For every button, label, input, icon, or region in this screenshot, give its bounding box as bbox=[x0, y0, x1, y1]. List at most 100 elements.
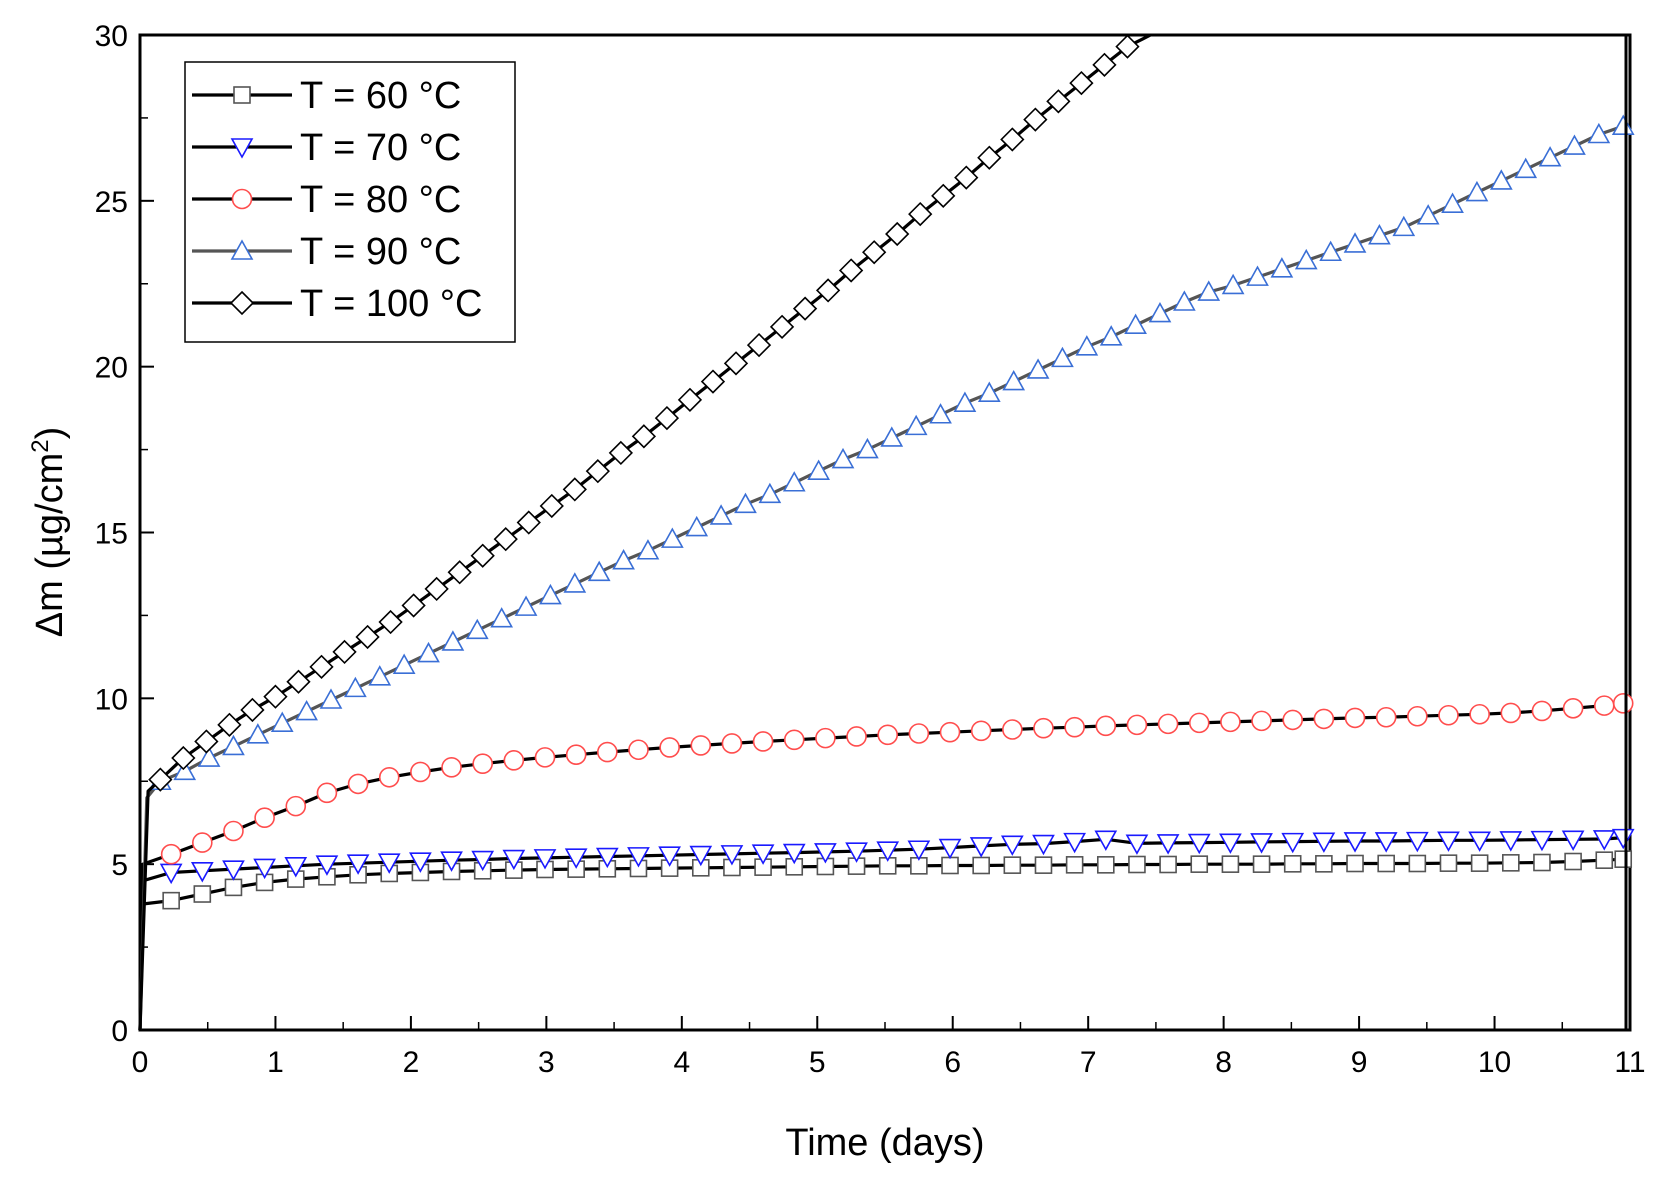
data-point bbox=[1250, 833, 1273, 854]
data-point bbox=[193, 885, 212, 903]
legend-label: T = 60 °C bbox=[300, 75, 461, 117]
data-point bbox=[845, 842, 868, 863]
data-point bbox=[595, 847, 619, 869]
data-point bbox=[470, 543, 495, 568]
data-point bbox=[1465, 180, 1489, 202]
legend-item: T = 90 °C bbox=[192, 231, 461, 273]
data-point bbox=[1595, 851, 1614, 869]
data-point bbox=[941, 856, 959, 875]
data-point bbox=[1438, 704, 1459, 726]
data-point bbox=[1468, 831, 1492, 852]
data-point bbox=[378, 609, 403, 635]
data-point bbox=[1587, 122, 1611, 144]
y-tick-label: 10 bbox=[95, 683, 128, 716]
data-point bbox=[709, 504, 733, 525]
data-point bbox=[472, 753, 494, 774]
data-point bbox=[1002, 719, 1023, 740]
data-point bbox=[597, 741, 618, 763]
data-point bbox=[877, 724, 899, 746]
data-point bbox=[246, 723, 270, 744]
data-point bbox=[1614, 850, 1633, 868]
data-point bbox=[807, 459, 830, 480]
x-tick-label: 1 bbox=[267, 1046, 284, 1079]
data-point bbox=[1000, 127, 1025, 152]
data-point bbox=[564, 848, 588, 869]
plot-area: 0 1 2 3 4 5 6 7 8 9 10 11 0 5 10 15 20 25 30 bbox=[95, 20, 1646, 1079]
data-point bbox=[1219, 833, 1242, 854]
data-point bbox=[1197, 280, 1221, 301]
y-tick-label: 30 bbox=[95, 20, 128, 53]
data-point bbox=[1499, 831, 1523, 852]
data-point bbox=[758, 482, 782, 504]
data-point bbox=[1094, 830, 1118, 851]
axis-ticks bbox=[139, 34, 1631, 1031]
data-point bbox=[1312, 832, 1336, 853]
data-point bbox=[1282, 709, 1304, 731]
data-point bbox=[815, 727, 836, 749]
series-2 bbox=[138, 828, 1635, 1031]
data-point bbox=[309, 654, 334, 679]
data-point bbox=[493, 527, 518, 552]
data-point bbox=[723, 351, 749, 376]
data-point bbox=[677, 387, 703, 412]
data-point bbox=[270, 711, 294, 733]
data-point bbox=[315, 855, 339, 876]
data-point bbox=[1344, 707, 1366, 729]
data-point bbox=[1470, 854, 1489, 872]
data-point bbox=[1441, 192, 1464, 213]
data-point bbox=[929, 403, 952, 424]
data-point bbox=[368, 665, 392, 686]
data-point bbox=[700, 369, 726, 394]
x-tick-label: 0 bbox=[132, 1046, 149, 1079]
data-point bbox=[355, 624, 380, 650]
y-axis-title-sup: 2 bbox=[27, 439, 54, 452]
x-tick-label: 6 bbox=[944, 1046, 961, 1079]
data-point bbox=[1346, 854, 1364, 873]
data-point bbox=[734, 492, 757, 514]
data-point bbox=[1374, 832, 1398, 853]
data-point bbox=[1563, 134, 1586, 155]
data-point bbox=[585, 459, 610, 484]
data-point bbox=[1124, 313, 1147, 335]
data-point bbox=[658, 846, 681, 867]
data-point bbox=[1375, 706, 1397, 728]
data-point bbox=[660, 527, 684, 548]
data-point bbox=[295, 699, 318, 721]
x-tick-label: 2 bbox=[403, 1046, 420, 1079]
data-point bbox=[846, 726, 867, 747]
data-point bbox=[286, 669, 311, 694]
data-point bbox=[1533, 853, 1551, 872]
data-point bbox=[346, 854, 370, 875]
data-point bbox=[192, 832, 213, 853]
data-point bbox=[1469, 703, 1490, 725]
legend-label: T = 70 °C bbox=[300, 127, 461, 169]
data-point bbox=[562, 477, 587, 502]
data-point bbox=[471, 850, 495, 872]
data-point bbox=[1126, 714, 1148, 736]
data-point bbox=[347, 773, 369, 795]
series-5 bbox=[138, 33, 1152, 1031]
legend-marker bbox=[231, 188, 253, 210]
data-point bbox=[1502, 854, 1520, 872]
data-point bbox=[285, 795, 307, 817]
data-point bbox=[1313, 708, 1335, 730]
data-point bbox=[1190, 855, 1209, 873]
data-point bbox=[1437, 831, 1460, 852]
x-tick-label: 3 bbox=[538, 1046, 555, 1079]
data-point bbox=[1270, 257, 1294, 278]
x-tick-label: 8 bbox=[1215, 1046, 1232, 1079]
data-point bbox=[162, 891, 180, 910]
data-point bbox=[880, 426, 904, 447]
data-point bbox=[1159, 855, 1177, 874]
data-point bbox=[769, 314, 795, 339]
data-point bbox=[1187, 833, 1211, 855]
data-point bbox=[1281, 832, 1305, 854]
data-point bbox=[783, 729, 805, 751]
data-point bbox=[223, 820, 244, 842]
data-point bbox=[831, 447, 855, 469]
data-point bbox=[502, 849, 526, 871]
data-point bbox=[440, 851, 463, 872]
data-point bbox=[752, 731, 774, 752]
data-point bbox=[222, 734, 245, 756]
data-point bbox=[627, 847, 650, 868]
